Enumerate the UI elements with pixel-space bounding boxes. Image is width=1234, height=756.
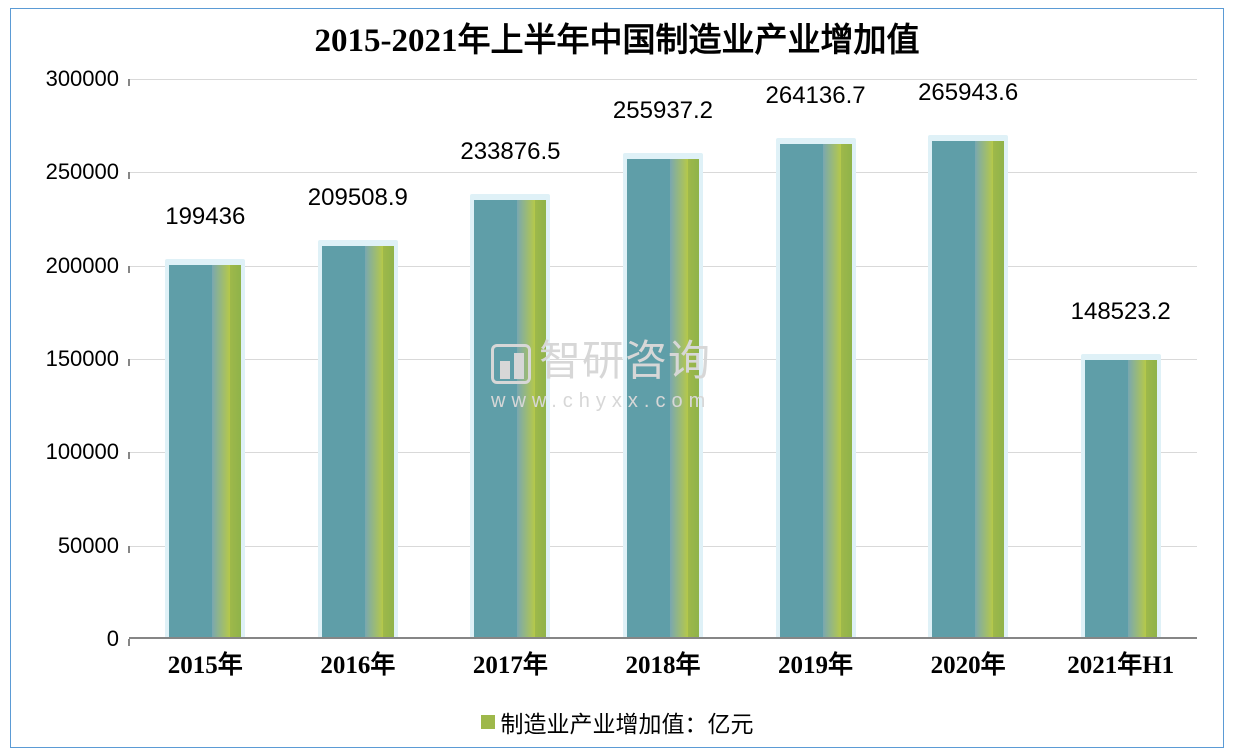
chart-title: 2015-2021年上半年中国制造业产业增加值	[11, 13, 1223, 61]
ytick-label: 300000	[46, 66, 119, 92]
bar	[627, 159, 699, 637]
ytick-label: 250000	[46, 159, 119, 185]
plot-area: 199436209508.9 233876.5255937.2264136.726…	[129, 79, 1197, 639]
ytick-mark	[128, 452, 130, 459]
bar-value-label: 199436	[129, 203, 282, 231]
ytick-mark	[128, 172, 130, 179]
ytick-label: 0	[107, 626, 119, 652]
bar-value-label: 255937.2	[587, 97, 740, 125]
bar	[474, 200, 546, 637]
bar	[322, 246, 394, 637]
legend-label: 制造业产业增加值：亿元	[501, 712, 754, 737]
ytick-mark	[128, 546, 130, 553]
xtick-label: 2015年	[129, 645, 282, 681]
bar-value-label: 265943.6	[892, 79, 1045, 107]
bar	[1085, 360, 1157, 637]
ytick-mark	[128, 359, 130, 366]
bar-value-label: 209508.9	[282, 184, 435, 212]
bar	[932, 141, 1004, 637]
xtick-label: 2016年	[282, 645, 435, 681]
bar	[169, 265, 241, 637]
xtick-label: 2021年H1	[1044, 645, 1197, 681]
ytick-mark	[128, 266, 130, 273]
bar	[780, 144, 852, 637]
bar-value-label: 233876.5	[434, 138, 587, 166]
ytick-label: 200000	[46, 253, 119, 279]
legend: 制造业产业增加值：亿元	[11, 705, 1223, 739]
xtick-label: 2017年	[434, 645, 587, 681]
ytick-mark	[128, 79, 130, 86]
chart-container: 2015-2021年上半年中国制造业产业增加值 199436209508.9 23…	[10, 8, 1224, 748]
ytick-label: 100000	[46, 439, 119, 465]
xtick-label: 2019年	[739, 645, 892, 681]
bar-value-label: 264136.7	[739, 82, 892, 110]
ytick-label: 50000	[58, 533, 119, 559]
xtick-label: 2018年	[587, 645, 740, 681]
xtick-label: 2020年	[892, 645, 1045, 681]
legend-swatch	[481, 715, 495, 729]
ytick-label: 150000	[46, 346, 119, 372]
bar-value-label: 148523.2	[1044, 298, 1197, 326]
